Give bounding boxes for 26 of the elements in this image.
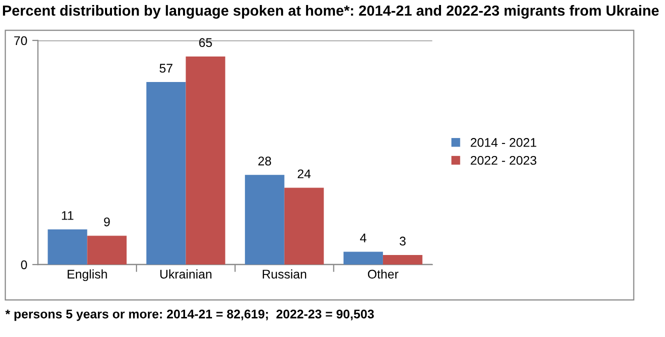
legend-label: 2022 - 2023 — [470, 156, 536, 165]
y-tick-label: 70 — [14, 36, 27, 46]
data-label: 65 — [199, 38, 212, 48]
data-label: 57 — [160, 64, 172, 73]
y-tick-label: 0 — [21, 260, 27, 270]
bar — [186, 56, 226, 265]
bar — [48, 229, 88, 265]
bar — [284, 188, 324, 265]
chart-title: Percent distribution by language spoken at home*: 2014-21 and 2022-23 migrants from Ukraine — [2, 5, 659, 19]
bar — [87, 236, 127, 265]
bar — [344, 252, 383, 265]
data-label: 28 — [258, 156, 272, 166]
bar — [244, 174, 284, 265]
x-tick-label: Ukrainian — [160, 269, 212, 279]
data-label: 3 — [400, 236, 406, 246]
legend-label: 2014 - 2021 — [470, 138, 536, 147]
x-tick-label: English — [68, 269, 107, 282]
data-label: 9 — [104, 217, 110, 226]
x-tick-label: Other — [368, 269, 398, 279]
x-tick-label: Russian — [262, 269, 306, 279]
bar — [382, 254, 422, 265]
text: * persons 5 years or more: 2014-21 = 82,619; 2022-23 = 90,503 — [5, 310, 374, 321]
bar — [146, 82, 186, 265]
data-label: 24 — [298, 169, 311, 178]
data-label: 11 — [62, 211, 74, 220]
data-label: 4 — [360, 234, 366, 242]
